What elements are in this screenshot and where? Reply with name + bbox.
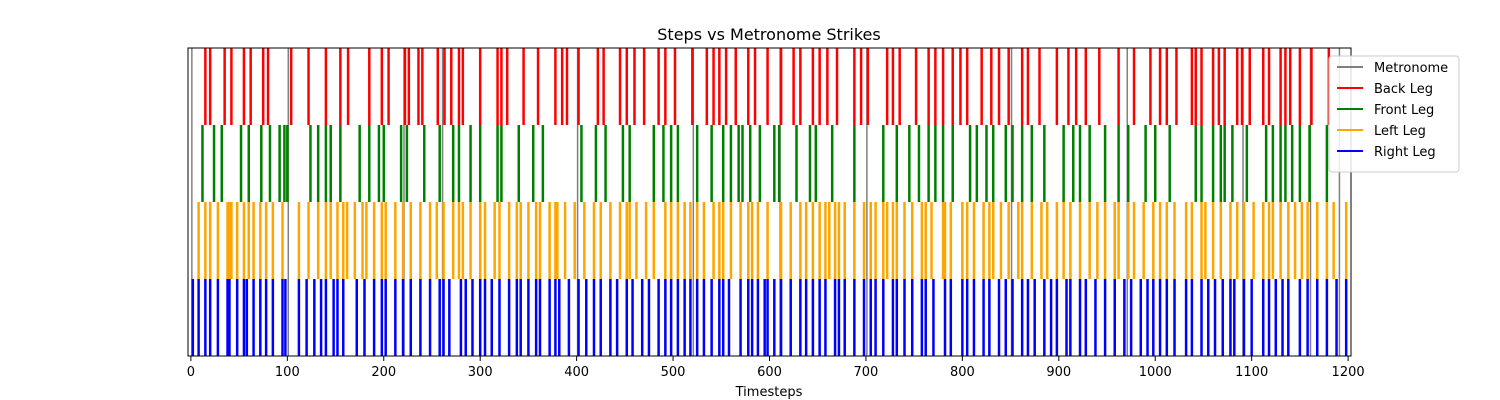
x-tick-label: 700 [854, 365, 879, 380]
x-tick-label: 0 [187, 365, 195, 380]
x-tick-label: 300 [468, 365, 493, 380]
x-tick-label: 1100 [1235, 365, 1268, 380]
x-tick-label: 900 [1046, 365, 1071, 380]
plot-area [191, 48, 1348, 356]
x-tick-label: 200 [371, 365, 396, 380]
x-tick-label: 1200 [1332, 365, 1365, 380]
x-tick-label: 600 [757, 365, 782, 380]
x-tick-label: 1000 [1139, 365, 1172, 380]
chart-title: Steps vs Metronome Strikes [657, 25, 880, 44]
legend-label-front-leg: Front Leg [1374, 103, 1434, 118]
legend-label-right-leg: Right Leg [1374, 145, 1436, 160]
legend-label-metronome: Metronome [1374, 61, 1448, 76]
x-axis-label: Timesteps [735, 385, 803, 400]
legend-box [1328, 55, 1460, 173]
legend-label-back-leg: Back Leg [1374, 82, 1433, 97]
x-tick-label: 500 [661, 365, 686, 380]
x-axis: 0 100 200 300 400 500 600 700 800 900 1000 1100 1200 [187, 356, 1365, 380]
legend: Metronome Back Leg Front Leg Left Leg Right … [1328, 55, 1460, 173]
legend-label-left-leg: Left Leg [1374, 124, 1426, 139]
x-tick-label: 400 [564, 365, 589, 380]
x-tick-label: 800 [950, 365, 975, 380]
x-tick-label: 100 [275, 365, 300, 380]
